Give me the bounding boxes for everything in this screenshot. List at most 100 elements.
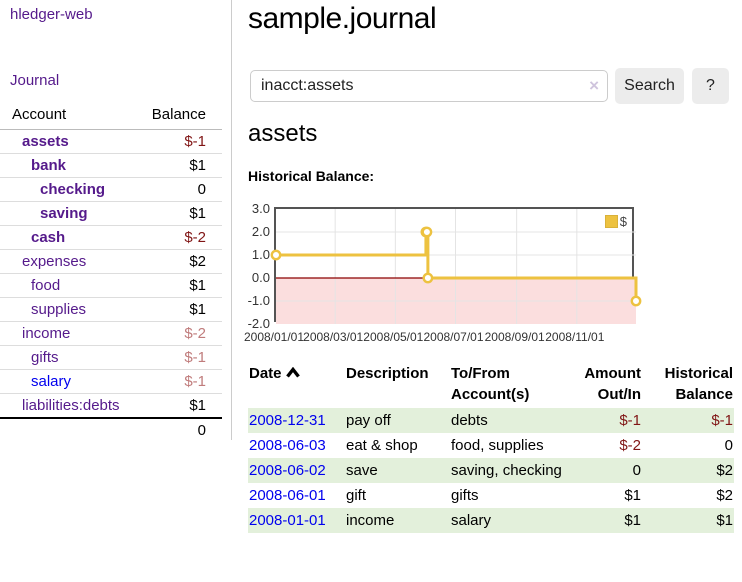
sidebar-account-link[interactable]: bank bbox=[31, 157, 67, 174]
date-cell: 2008-01-01 bbox=[248, 508, 345, 533]
account-balance: $1 bbox=[131, 273, 222, 298]
data-point-marker bbox=[270, 249, 282, 261]
balance-cell: $2 bbox=[716, 487, 733, 504]
amount-cell: $-1 bbox=[619, 412, 641, 429]
accounts-header-line1: To/From bbox=[451, 365, 510, 382]
x-axis-tick-label: 2008/05/01 bbox=[363, 330, 424, 344]
sidebar-item-journal[interactable]: Journal bbox=[10, 72, 60, 89]
sidebar-account-link[interactable]: cash bbox=[31, 229, 66, 246]
balance-header-line1: Historical bbox=[664, 365, 733, 382]
account-name-cell: assets bbox=[0, 129, 132, 154]
transaction-date-link[interactable]: 2008-01-01 bbox=[249, 512, 326, 529]
account-name-cell: liabilities:debts bbox=[0, 393, 132, 418]
sidebar-account-link[interactable]: income bbox=[22, 325, 71, 342]
y-axis-tick-label: 3.0 bbox=[251, 201, 270, 216]
account-balance: $-1 bbox=[131, 129, 222, 154]
account-name-cell: gifts bbox=[0, 345, 132, 370]
account-balance: $-2 bbox=[131, 321, 222, 346]
transaction-date-link[interactable]: 2008-06-02 bbox=[249, 462, 326, 479]
accounts-cell: saving, checking bbox=[451, 462, 562, 479]
balance-column-header: Balance bbox=[131, 102, 222, 130]
transaction-date-link[interactable]: 2008-06-03 bbox=[249, 437, 326, 454]
sidebar-account-link[interactable]: expenses bbox=[22, 253, 87, 270]
amount-header-line2: Out/In bbox=[597, 386, 641, 403]
account-row: liabilities:debts $1 bbox=[0, 393, 222, 418]
sidebar-account-link[interactable]: supplies bbox=[31, 301, 87, 318]
date-cell: 2008-06-03 bbox=[248, 433, 345, 458]
x-axis-tick-label: 2008/09/01 bbox=[484, 330, 545, 344]
data-point-marker bbox=[421, 226, 433, 238]
account-name-cell: bank bbox=[0, 153, 132, 178]
account-row: expenses $2 bbox=[0, 249, 222, 274]
amount-cell: 0 bbox=[632, 462, 641, 479]
search-button[interactable]: Search bbox=[615, 68, 684, 104]
account-name-cell: food bbox=[0, 273, 132, 298]
date-cell: 2008-06-01 bbox=[248, 483, 345, 508]
account-name-cell: supplies bbox=[0, 297, 132, 322]
sidebar-account-link[interactable]: food bbox=[31, 277, 61, 294]
clear-search-icon[interactable]: × bbox=[589, 76, 599, 95]
date-column-header[interactable]: Date bbox=[248, 360, 345, 408]
amount-cell: $1 bbox=[624, 512, 641, 529]
help-button[interactable]: ? bbox=[692, 68, 729, 104]
sidebar-account-link[interactable]: salary bbox=[31, 373, 72, 390]
sidebar-account-link[interactable]: checking bbox=[40, 181, 106, 198]
accounts-cell: food, supplies bbox=[451, 437, 544, 454]
y-axis-tick-label: 2.0 bbox=[251, 224, 270, 239]
account-name-cell: saving bbox=[0, 201, 132, 226]
accounts-cell: debts bbox=[451, 412, 488, 429]
transaction-date-link[interactable]: 2008-12-31 bbox=[249, 412, 326, 429]
sidebar-account-link[interactable]: saving bbox=[40, 205, 88, 222]
transaction-date-link[interactable]: 2008-06-01 bbox=[249, 487, 326, 504]
account-balance: $1 bbox=[131, 297, 222, 322]
description-cell: gift bbox=[346, 487, 367, 504]
sort-ascending-icon bbox=[285, 366, 300, 378]
sidebar-account-link[interactable]: liabilities:debts bbox=[22, 396, 120, 414]
amount-cell: $-2 bbox=[619, 437, 641, 454]
date-cell: 2008-06-02 bbox=[248, 458, 345, 483]
date-cell: 2008-12-31 bbox=[248, 408, 345, 433]
balance-cell: $2 bbox=[716, 462, 733, 479]
account-row: food $1 bbox=[0, 273, 222, 298]
chart-legend: $ bbox=[602, 213, 629, 230]
x-axis-tick-label: 2008/03/01 bbox=[303, 330, 364, 344]
balance-cell: 0 bbox=[724, 437, 733, 454]
account-balance: $2 bbox=[131, 249, 222, 274]
total-spacer bbox=[0, 416, 132, 442]
amount-header-line1: Amount bbox=[584, 365, 641, 382]
sidebar-account-link[interactable]: assets bbox=[22, 133, 69, 150]
app-title-link[interactable]: hledger-web bbox=[10, 6, 93, 23]
account-balance: $1 bbox=[131, 153, 222, 178]
chart-plot-area: $ bbox=[270, 207, 642, 324]
accounts-total-balance: 0 bbox=[131, 416, 222, 442]
account-row: checking 0 bbox=[0, 177, 222, 202]
legend-label: $ bbox=[619, 214, 627, 229]
account-row: gifts $-1 bbox=[0, 345, 222, 370]
account-balance: $-1 bbox=[131, 345, 222, 370]
search-input-wrap: × bbox=[250, 70, 608, 102]
account-row: supplies $1 bbox=[0, 297, 222, 322]
account-row: bank $1 bbox=[0, 153, 222, 178]
balance-column-header: Historical Balance bbox=[642, 360, 734, 408]
description-cell: eat & shop bbox=[346, 437, 418, 454]
account-balance: $1 bbox=[131, 201, 222, 226]
account-balance: 0 bbox=[131, 177, 222, 202]
balance-cell: $-1 bbox=[711, 412, 733, 429]
description-column-header: Description bbox=[346, 365, 429, 382]
account-balance: $1 bbox=[131, 393, 222, 418]
account-name-cell: cash bbox=[0, 225, 132, 250]
transaction-row: 2008-06-01 gift gifts $1 $2 bbox=[248, 483, 734, 508]
accounts-cell: gifts bbox=[451, 487, 479, 504]
balance-cell: $1 bbox=[716, 512, 733, 529]
account-name-cell: expenses bbox=[0, 249, 132, 274]
account-name-cell: income bbox=[0, 321, 132, 346]
x-axis-tick-label: 2008/11/01 bbox=[545, 330, 605, 344]
account-balance: $-1 bbox=[131, 369, 222, 394]
sidebar-account-link[interactable]: gifts bbox=[31, 349, 59, 366]
x-axis-tick-label: 2008/01/01 bbox=[243, 330, 305, 344]
y-axis-tick-label: -1.0 bbox=[247, 293, 270, 308]
accounts-total-row: 0 bbox=[0, 416, 222, 442]
search-input[interactable] bbox=[250, 70, 608, 102]
account-row: cash $-2 bbox=[0, 225, 222, 250]
